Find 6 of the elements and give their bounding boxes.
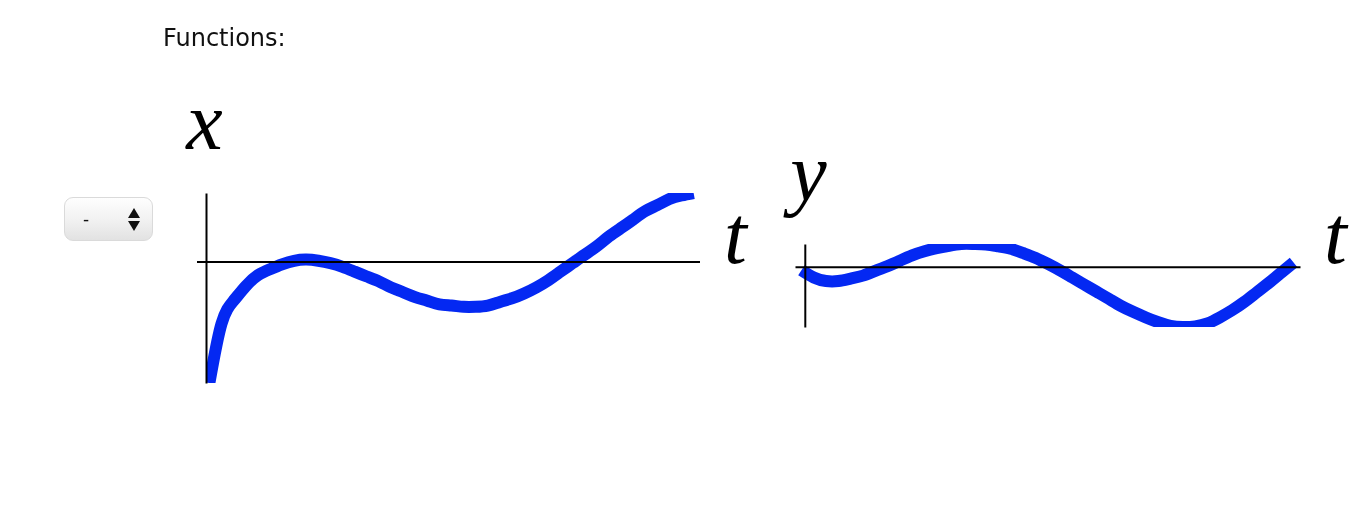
- x-axis-title: t: [1324, 190, 1350, 282]
- x-axis-title: t: [723, 189, 749, 281]
- y-axis-title: x: [185, 75, 223, 167]
- dropdown: -: [64, 197, 153, 241]
- y-axis-title: y: [783, 127, 828, 219]
- chart-title: Functions:: [163, 24, 286, 52]
